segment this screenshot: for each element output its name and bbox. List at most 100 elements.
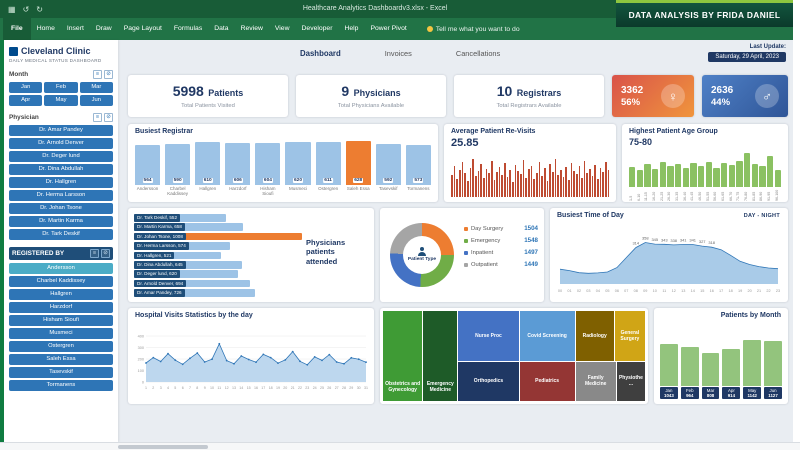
age-bar-86-90 <box>759 166 766 187</box>
busiest-time-title: Busiest Time of Day <box>557 212 624 219</box>
registrar-bar-column: 564 <box>135 139 161 185</box>
slicer-item-dr-herma-larsson[interactable]: Dr. Herma Larsson <box>9 190 113 201</box>
multi-select-icon[interactable]: ≡ <box>93 70 102 79</box>
visits-axis-label: 7 <box>189 386 191 390</box>
slicer-items-registered-by: Andersson Charbel Kaddissey Hallgren Harzdo… <box>9 263 113 391</box>
revisit-bar <box>498 167 501 197</box>
slicer-item-tasevskif[interactable]: Tasevskif <box>9 367 113 378</box>
nav-tab-cancellations[interactable]: Cancellations <box>455 49 501 58</box>
visits-axis-label: 23 <box>305 386 309 390</box>
ribbon-tab-page-layout[interactable]: Page Layout <box>123 25 162 32</box>
time-axis-label: 22 <box>766 289 770 293</box>
slicer-item-dr-hallgren[interactable]: Dr. Hallgren <box>9 177 113 188</box>
ribbon-tab-help[interactable]: Help <box>344 25 359 32</box>
slicer-item-saleh-essa[interactable]: Saleh Essa <box>9 354 113 365</box>
ribbon-tab-power-pivot[interactable]: Power Pivot <box>370 25 407 32</box>
visits-point <box>277 362 279 364</box>
ribbon-tab-formulas[interactable]: Formulas <box>173 25 203 32</box>
treemap-pediatrics: Pediatrics <box>519 361 575 401</box>
treemap-family-medicine: Family Medicine <box>575 361 616 401</box>
slicer-item-dr-deger-lund[interactable]: Dr. Deger lund <box>9 151 113 162</box>
ribbon-tab-data[interactable]: Data <box>214 25 229 32</box>
ribbon-tab-insert[interactable]: Insert <box>66 25 84 32</box>
legend-dot <box>464 238 468 243</box>
scrollbar-thumb[interactable] <box>118 445 208 449</box>
slicer-item-dr-martin-karma[interactable]: Dr. Martin Karma <box>9 216 113 227</box>
ribbon-tab-review[interactable]: Review <box>240 25 263 32</box>
multi-select-icon[interactable]: ≡ <box>93 113 102 122</box>
ribbon-tab-draw[interactable]: Draw <box>95 25 112 32</box>
treemap-emergency-medicine: Emergency Medicine <box>423 311 458 401</box>
slicer-item-andersson[interactable]: Andersson <box>9 263 113 274</box>
ribbon-tab-home[interactable]: Home <box>36 25 55 32</box>
nav-tab-invoices[interactable]: Invoices <box>384 49 412 58</box>
revisit-bar <box>533 179 535 197</box>
slicer-header-registered-by: REGISTERED BY ≡ ⊘ <box>9 247 113 260</box>
age-group-chart <box>629 153 781 187</box>
treemap-col: Nurse Proc Orthopedics <box>458 311 519 401</box>
visits-axis-label: 30 <box>357 386 361 390</box>
time-axis-label: 09 <box>643 289 647 293</box>
revisit-bar <box>509 170 512 197</box>
time-axis-label: 02 <box>577 289 581 293</box>
age-axis-label: 46-50 <box>698 191 703 201</box>
slicer-item-harzdorf[interactable]: Harzdorf <box>9 302 113 313</box>
slicer-item-dr-tark-deskif[interactable]: Dr. Tark Deskif <box>9 229 113 240</box>
revisit-bar <box>490 161 493 197</box>
ribbon-tab-strip: File Home Insert Draw Page Layout Formulas Dat… <box>0 18 413 40</box>
legend-label: Inpatient <box>471 249 494 256</box>
slicer-item-dr-dina-abdullah[interactable]: Dr. Dina Abdullah <box>9 164 113 175</box>
slicer-item-feb[interactable]: Feb <box>44 82 78 93</box>
ribbon-tab-view[interactable]: View <box>274 25 290 32</box>
slicer-item-may[interactable]: May <box>44 95 78 106</box>
physician-row-dr-johan-tsone: Dr. Johan Tsone, 1008 <box>134 232 302 241</box>
slicer-items-physician: Dr. Amar Pandey Dr. Arnold Denver Dr. Dege… <box>9 125 113 240</box>
ribbon: File Home Insert Draw Page Layout Formulas Dat… <box>0 18 800 40</box>
ribbon-tab-developer[interactable]: Developer <box>301 25 333 32</box>
patients-by-month-card: Patients by Month Jan 1043 Feb 964 Mar 808 Apr… <box>654 308 788 404</box>
visits-point <box>196 352 199 354</box>
physician-row-dr-herma-larsson: Dr. Herma Larsson, 574 <box>134 242 302 250</box>
nav-tab-dashboard[interactable]: Dashboard <box>300 49 341 58</box>
slicer-item-hallgren[interactable]: Hallgren <box>9 289 113 300</box>
multi-select-icon[interactable]: ≡ <box>90 249 99 258</box>
clear-filter-icon[interactable]: ⊘ <box>104 113 113 122</box>
slicer-item-dr-johan-tsone[interactable]: Dr. Johan Tsone <box>9 203 113 214</box>
treemap-col: Covid Screening Pediatrics <box>519 311 575 401</box>
visits-point <box>350 356 353 359</box>
revisit-bar <box>530 166 533 197</box>
slicer-item-hisham-sioufi[interactable]: Hisham Sioufi <box>9 315 113 326</box>
age-bar-31-35 <box>675 164 682 187</box>
slicer-month: Month ≡ ⊘ Jan Feb Mar Apr May Jun <box>9 70 113 106</box>
slicer-item-tormanens[interactable]: Tormanens <box>9 380 113 391</box>
slicer-item-jun[interactable]: Jun <box>79 95 113 106</box>
slicer-physician: Physician ≡ ⊘ Dr. Amar Pandey Dr. Arnold Den… <box>9 113 113 240</box>
clear-filter-icon[interactable]: ⊘ <box>101 249 110 258</box>
slicer-item-dr-amar-pandey[interactable]: Dr. Amar Pandey <box>9 125 113 136</box>
treemap-col: Emergency Medicine <box>423 311 458 401</box>
clear-filter-icon[interactable]: ⊘ <box>104 70 113 79</box>
slicer-item-apr[interactable]: Apr <box>9 95 43 106</box>
slicer-item-dr-arnold-denver[interactable]: Dr. Arnold Denver <box>9 138 113 149</box>
redo-icon[interactable]: ↻ <box>36 4 43 14</box>
slicer-item-jan[interactable]: Jan <box>9 82 43 93</box>
time-point-label: 358 <box>642 236 649 241</box>
legend-item-outpatient: Outpatient 1449 <box>464 261 538 268</box>
age-bar-66-70 <box>728 165 735 187</box>
visits-point <box>269 356 272 359</box>
excel-icon[interactable]: ▦ <box>8 4 16 14</box>
slicer-item-mar[interactable]: Mar <box>79 82 113 93</box>
tell-me-box[interactable]: Tell me what you want to do <box>426 26 520 33</box>
visits-point <box>262 353 265 356</box>
time-point-label: 345 <box>651 237 658 242</box>
slicer-item-musmeci[interactable]: Musmeci <box>9 328 113 339</box>
slicer-item-charbel-kaddissey[interactable]: Charbel Kaddissey <box>9 276 113 287</box>
legend-item-emergency: Emergency 1548 <box>464 237 538 244</box>
revisit-bar <box>559 170 562 197</box>
ribbon-tab-file[interactable]: File <box>3 18 31 40</box>
undo-icon[interactable]: ↺ <box>22 4 30 14</box>
slicer-item-ostergren[interactable]: Ostergren <box>9 341 113 352</box>
visits-axis-label: 14 <box>239 386 243 390</box>
revisit-bar <box>562 177 565 197</box>
slicer-label-physician: Physician <box>9 114 39 121</box>
